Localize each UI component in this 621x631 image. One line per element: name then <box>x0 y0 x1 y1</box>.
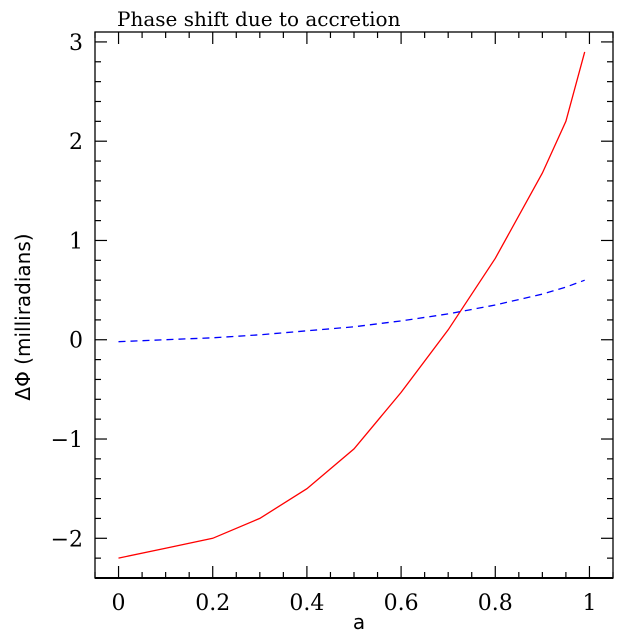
y-axis-label: ΔΦ (milliradians) <box>11 233 35 400</box>
y-tick-label: 0 <box>69 329 83 354</box>
x-tick-label: 0.8 <box>478 591 513 616</box>
x-tick-label: 0.4 <box>289 591 324 616</box>
x-axis-label: a <box>353 610 365 631</box>
series-layer <box>118 51 586 559</box>
y-tick-label: 2 <box>69 130 83 155</box>
x-tick-label: 1 <box>582 591 596 616</box>
y-tick-label: −2 <box>51 527 83 552</box>
x-tick-label: 0 <box>112 591 126 616</box>
plot-border <box>94 31 614 579</box>
y-tick-label: −1 <box>51 428 83 453</box>
series-line-blue-dashed <box>118 279 585 343</box>
axis-ticks <box>94 32 614 578</box>
y-tick-label: 3 <box>69 31 83 56</box>
x-tick-label: 0.2 <box>195 591 230 616</box>
plot-frame <box>94 31 614 579</box>
y-tick-label: 1 <box>69 229 83 254</box>
x-tick-label: 0.6 <box>384 591 419 616</box>
series-line-red-solid <box>118 51 586 559</box>
chart-title: Phase shift due to accretion <box>117 7 401 31</box>
tick-labels: 0 0.2 0.4 0.6 0.8 1 −2 −1 0 1 2 3 <box>51 31 597 616</box>
